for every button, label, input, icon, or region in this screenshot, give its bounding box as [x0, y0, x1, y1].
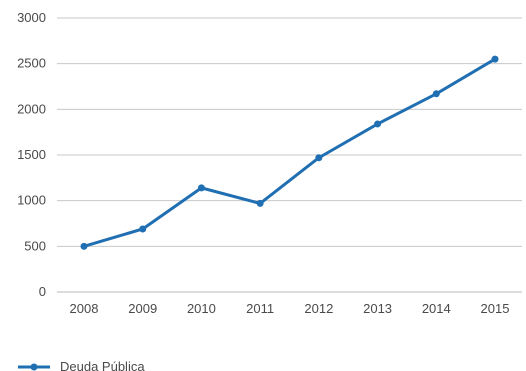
y-tick-label: 2000 — [17, 101, 46, 116]
x-tick-label: 2015 — [481, 301, 510, 316]
x-tick-label: 2011 — [246, 301, 274, 316]
y-tick-label: 2500 — [17, 56, 46, 71]
y-tick-label: 0 — [39, 284, 46, 299]
data-point — [139, 225, 147, 233]
x-axis-ticks: 2008 2009 2010 2011 2012 2013 2014 2015 — [70, 301, 510, 316]
y-tick-label: 500 — [24, 238, 46, 253]
data-point — [256, 199, 264, 207]
data-point — [491, 55, 499, 63]
y-tick-label: 3000 — [17, 10, 46, 25]
gridlines — [57, 17, 522, 293]
y-tick-label: 1000 — [17, 193, 46, 208]
legend-point-marker — [30, 363, 38, 371]
data-point — [80, 242, 88, 250]
x-tick-label: 2008 — [70, 301, 99, 316]
series-line — [83, 57, 496, 248]
series-group — [80, 55, 499, 250]
x-tick-label: 2009 — [128, 301, 157, 316]
x-tick-label: 2010 — [187, 301, 216, 316]
data-point — [315, 154, 323, 162]
y-tick-label: 1500 — [17, 147, 46, 162]
x-tick-label: 2014 — [422, 301, 451, 316]
data-point — [197, 184, 205, 192]
legend: Deuda Pública — [18, 359, 145, 371]
y-axis-ticks: 0 500 1000 1500 2000 2500 3000 — [17, 10, 46, 299]
x-tick-label: 2012 — [304, 301, 333, 316]
x-tick-label: 2013 — [363, 301, 392, 316]
data-point — [432, 90, 440, 98]
legend-label: Deuda Pública — [60, 359, 145, 371]
data-point — [374, 120, 382, 128]
